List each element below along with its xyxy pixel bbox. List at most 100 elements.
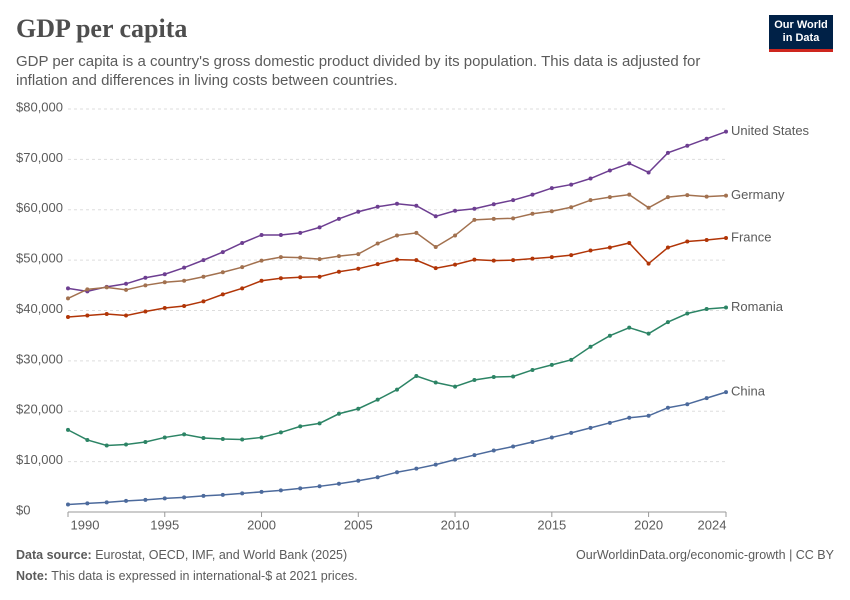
data-point <box>104 312 109 317</box>
data-point <box>66 296 70 301</box>
data-point <box>336 411 341 416</box>
data-point <box>375 241 380 246</box>
data-point <box>627 161 632 166</box>
data-point <box>124 313 129 318</box>
data-point <box>569 182 574 187</box>
data-point <box>182 303 187 308</box>
data-point <box>104 285 109 290</box>
data-point <box>317 274 322 279</box>
data-point <box>375 262 380 267</box>
data-point <box>646 170 651 175</box>
data-point <box>278 255 283 260</box>
data-point <box>472 206 477 211</box>
data-point <box>414 373 419 378</box>
data-point <box>549 209 554 214</box>
note-label: Note: <box>16 569 48 583</box>
data-point <box>395 387 399 392</box>
data-point <box>569 430 574 435</box>
y-tick-label: $0 <box>16 502 30 517</box>
data-point <box>375 397 380 402</box>
data-point <box>240 491 245 496</box>
data-point <box>724 390 728 395</box>
data-point <box>317 225 322 230</box>
data-point <box>414 230 419 235</box>
data-point <box>143 497 148 502</box>
data-point <box>298 486 303 491</box>
data-point <box>607 168 612 173</box>
data-point <box>453 208 458 213</box>
data-point <box>472 257 477 262</box>
data-point <box>724 193 728 198</box>
data-point <box>317 421 322 426</box>
data-point <box>665 405 670 410</box>
data-point <box>607 195 612 200</box>
data-point <box>414 466 419 471</box>
data-point <box>511 258 516 263</box>
data-point <box>665 320 670 325</box>
data-point <box>646 205 651 210</box>
data-point <box>66 427 70 432</box>
logo-line: Our World <box>774 19 828 31</box>
chart-title: GDP per capita <box>16 14 188 43</box>
data-point <box>356 266 361 271</box>
data-point <box>66 286 70 291</box>
data-point <box>298 230 303 235</box>
data-point <box>646 413 651 418</box>
data-point <box>278 488 283 493</box>
data-point <box>143 283 148 288</box>
data-point <box>491 258 496 263</box>
data-point <box>530 439 535 444</box>
url[interactable]: OurWorldinData.org/economic-growth | CC … <box>576 548 834 562</box>
data-point <box>201 274 206 279</box>
data-point <box>85 287 90 292</box>
logo[interactable]: Our World in Data <box>769 15 833 52</box>
data-point <box>220 492 225 497</box>
data-point <box>530 256 535 261</box>
source-label: Data source: <box>16 548 92 562</box>
data-point <box>433 245 438 250</box>
data-point <box>549 255 554 260</box>
data-point <box>472 453 477 458</box>
data-point <box>356 406 361 411</box>
y-tick-label: $20,000 <box>16 402 63 417</box>
data-point <box>220 270 225 275</box>
data-point <box>317 257 322 262</box>
x-tick-label: 2015 <box>537 517 566 532</box>
data-point <box>530 211 535 216</box>
data-point <box>298 424 303 429</box>
data-point <box>259 489 264 494</box>
data-point <box>569 357 574 362</box>
data-point <box>433 214 438 219</box>
data-point <box>646 331 651 336</box>
data-point <box>607 245 612 250</box>
x-tick-label: 2010 <box>441 517 470 532</box>
data-point <box>627 415 632 420</box>
data-point <box>259 258 264 263</box>
data-point <box>685 402 690 407</box>
data-point <box>182 278 187 283</box>
series-label: France <box>731 229 771 244</box>
data-point <box>588 176 593 181</box>
y-tick-label: $50,000 <box>16 251 63 266</box>
data-point <box>356 252 361 257</box>
x-tick-label: 2000 <box>247 517 276 532</box>
data-point <box>627 325 632 330</box>
data-point <box>220 250 225 255</box>
data-point <box>259 278 264 283</box>
data-point <box>569 205 574 210</box>
data-point <box>569 253 574 258</box>
data-point <box>201 299 206 304</box>
data-point <box>66 315 70 320</box>
data-point <box>259 435 264 440</box>
data-point <box>704 396 709 401</box>
x-tick-label: 2005 <box>344 517 373 532</box>
data-point <box>220 292 225 297</box>
data-point <box>704 306 709 311</box>
data-point <box>182 432 187 437</box>
data-point <box>549 435 554 440</box>
data-point <box>453 457 458 462</box>
data-point <box>162 496 167 501</box>
data-point <box>511 216 516 221</box>
y-tick-label: $40,000 <box>16 301 63 316</box>
series-label: United States <box>731 123 810 138</box>
